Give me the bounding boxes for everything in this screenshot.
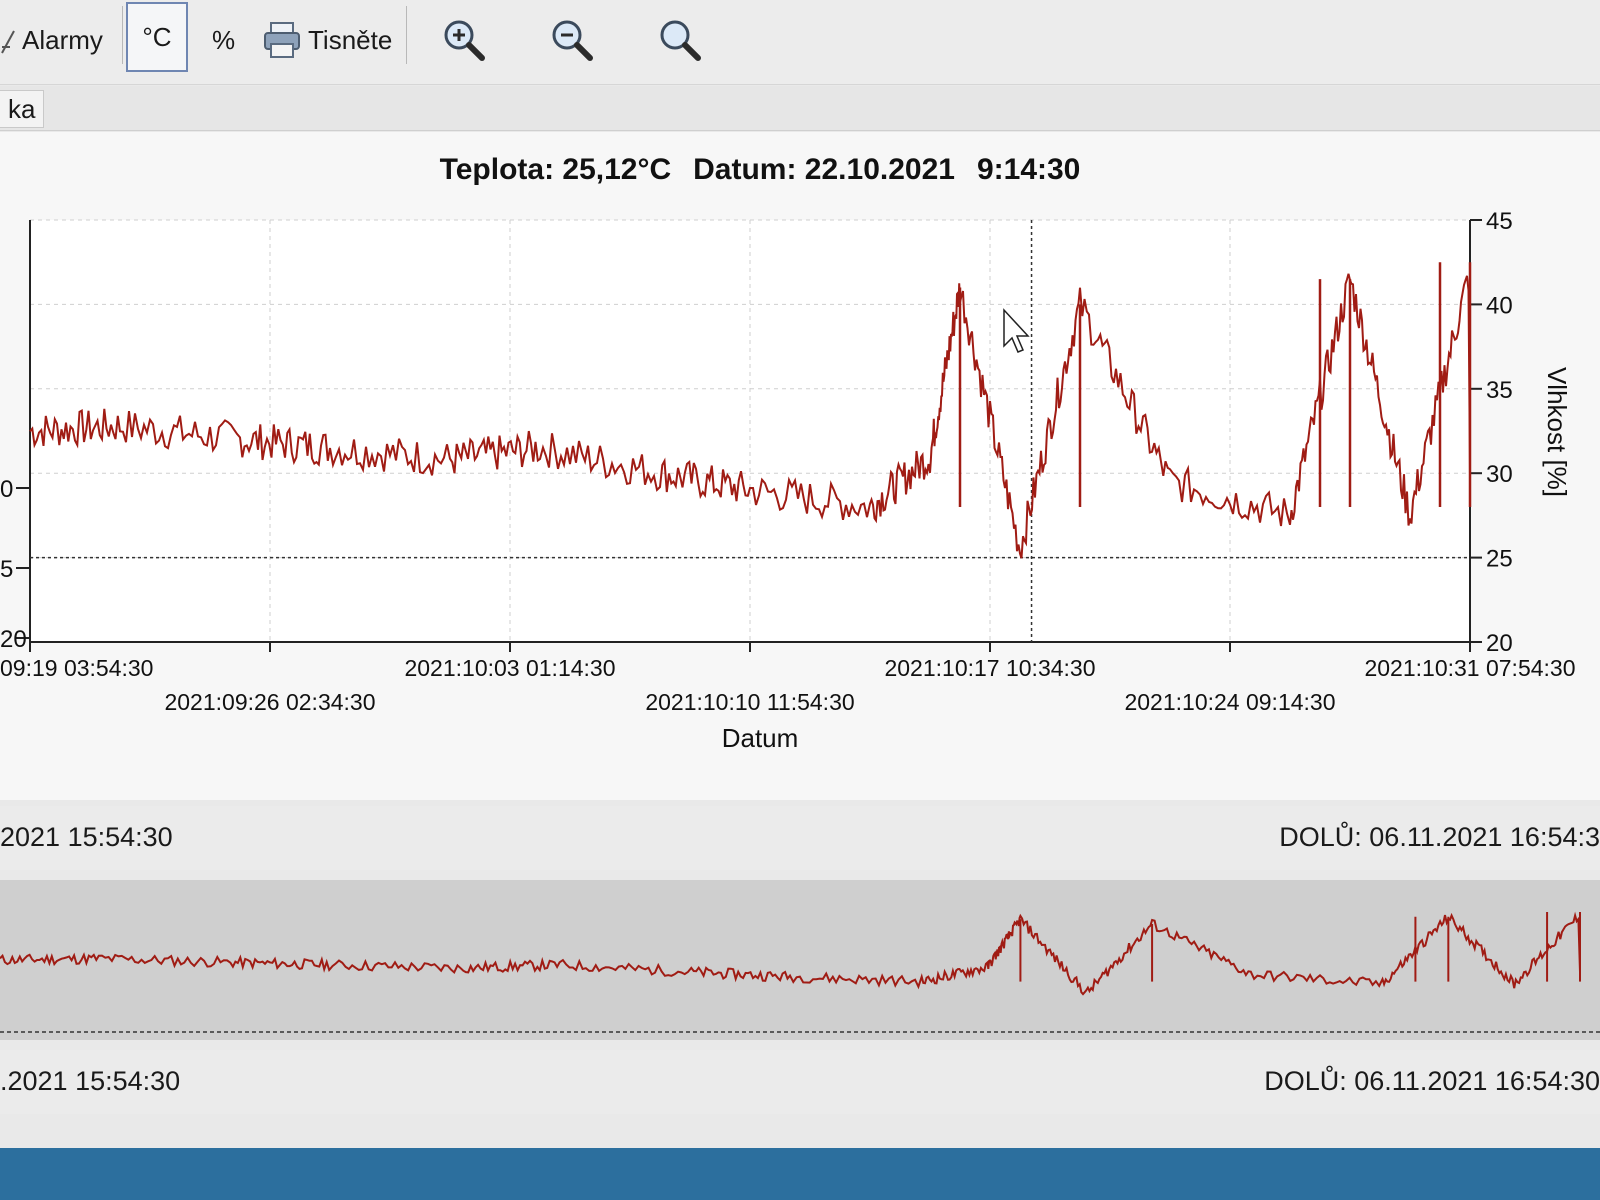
celsius-toggle[interactable]: °C [126, 2, 188, 72]
x-tick-label: 2021:10:24 09:14:30 [1124, 689, 1335, 715]
alarms-label: Alarmy [22, 24, 103, 55]
taskbar [0, 1148, 1600, 1200]
x-tick-label: 2021:10:03 01:14:30 [404, 655, 615, 681]
y-axis-label-right: Vlhkost [%] [1542, 367, 1572, 497]
right-tick-label: 20 [1486, 630, 1513, 657]
main-chart[interactable]: Teplota: 25,12°C Datum: 22.10.2021 9:14:30… [0, 132, 1600, 800]
overview-range-end-label: DOLŮ: 06.11.2021 16:54:30 [1264, 1066, 1600, 1096]
right-tick-label: 25 [1486, 546, 1513, 573]
celsius-label: °C [142, 21, 172, 52]
x-tick-label: 2021:10:31 07:54:30 [1364, 655, 1575, 681]
right-tick-label: 30 [1486, 461, 1513, 488]
print-button[interactable]: Tisněte [262, 8, 392, 72]
overview-spike-group [1019, 912, 1581, 982]
zoom-out-button[interactable] [548, 8, 596, 72]
range-end-label: DOLŮ: 06.11.2021 16:54:3 [1279, 822, 1600, 852]
x-tick-label: 09:19 03:54:30 [0, 655, 153, 681]
right-tick-label: 35 [1486, 377, 1513, 404]
x-axis-label: Datum [722, 723, 799, 753]
alarms-button[interactable]: Alarmy [0, 8, 112, 72]
main-chart-panel: Teplota: 25,12°C Datum: 22.10.2021 9:14:30… [0, 132, 1600, 800]
overview-series-line [0, 911, 1581, 996]
series-group [29, 273, 1471, 559]
toolbar-separator [406, 6, 407, 64]
left-tick-label: 20 [0, 626, 27, 653]
x-tick-label: 2021:10:10 11:54:30 [645, 689, 854, 715]
readout-date: Datum: 22.10.2021 [693, 153, 955, 186]
overview-chart[interactable] [0, 880, 1600, 1040]
zoom-in-button[interactable] [440, 8, 488, 72]
left-tick-label: 5 [0, 556, 13, 583]
toolbar-separator [122, 6, 123, 64]
percent-toggle[interactable]: % [212, 8, 235, 72]
left-tick-label: 0 [0, 476, 13, 503]
alarm-icon [1, 30, 15, 54]
right-tick-label: 40 [1486, 292, 1513, 319]
x-tick-label: 2021:09:26 02:34:30 [164, 689, 375, 715]
readout-temperature: Teplota: 25,12°C [440, 153, 672, 186]
print-label: Tisněte [308, 24, 393, 55]
range-bar-main: 2021 15:54:30 DOLŮ: 06.11.2021 16:54:3 [0, 806, 1600, 870]
overview-series-group [0, 911, 1581, 996]
tab-label: ka [8, 93, 36, 124]
overview-chart-panel [0, 880, 1600, 1040]
overview-range-start-label: .2021 15:54:30 [0, 1066, 181, 1096]
readout-time: 9:14:30 [977, 153, 1080, 186]
zoom-in-icon [444, 20, 485, 61]
mouse-cursor-icon [1003, 308, 1030, 353]
range-start-label: 2021 15:54:30 [0, 822, 173, 852]
x-tick-label: 2021:10:17 10:34:30 [884, 655, 1095, 681]
percent-label: % [212, 24, 236, 55]
zoom-reset-button[interactable] [656, 8, 704, 72]
left-axis-ticks: 0 5 20 [0, 476, 30, 653]
zoom-reset-icon [660, 20, 701, 61]
range-bar-overview: .2021 15:54:30 DOLŮ: 06.11.2021 16:54:30 [0, 1050, 1600, 1114]
tab-bar: ka [0, 86, 1600, 131]
printer-icon [264, 22, 300, 58]
zoom-out-icon [552, 20, 593, 61]
spike-group [958, 262, 1472, 507]
tab-chart[interactable]: ka [0, 90, 45, 128]
right-tick-label: 45 [1486, 208, 1513, 235]
chart-readout: Teplota: 25,12°C Datum: 22.10.2021 9:14:30 [440, 153, 1081, 186]
toolbar: Alarmy °C % Tisněte [0, 0, 1600, 85]
x-axis-ticks: 09:19 03:54:30 2021:09:26 02:34:30 2021:10… [0, 642, 1576, 715]
humidity-series-line [29, 273, 1471, 559]
right-axis-ticks: 20 25 30 35 40 45 [1470, 208, 1513, 657]
